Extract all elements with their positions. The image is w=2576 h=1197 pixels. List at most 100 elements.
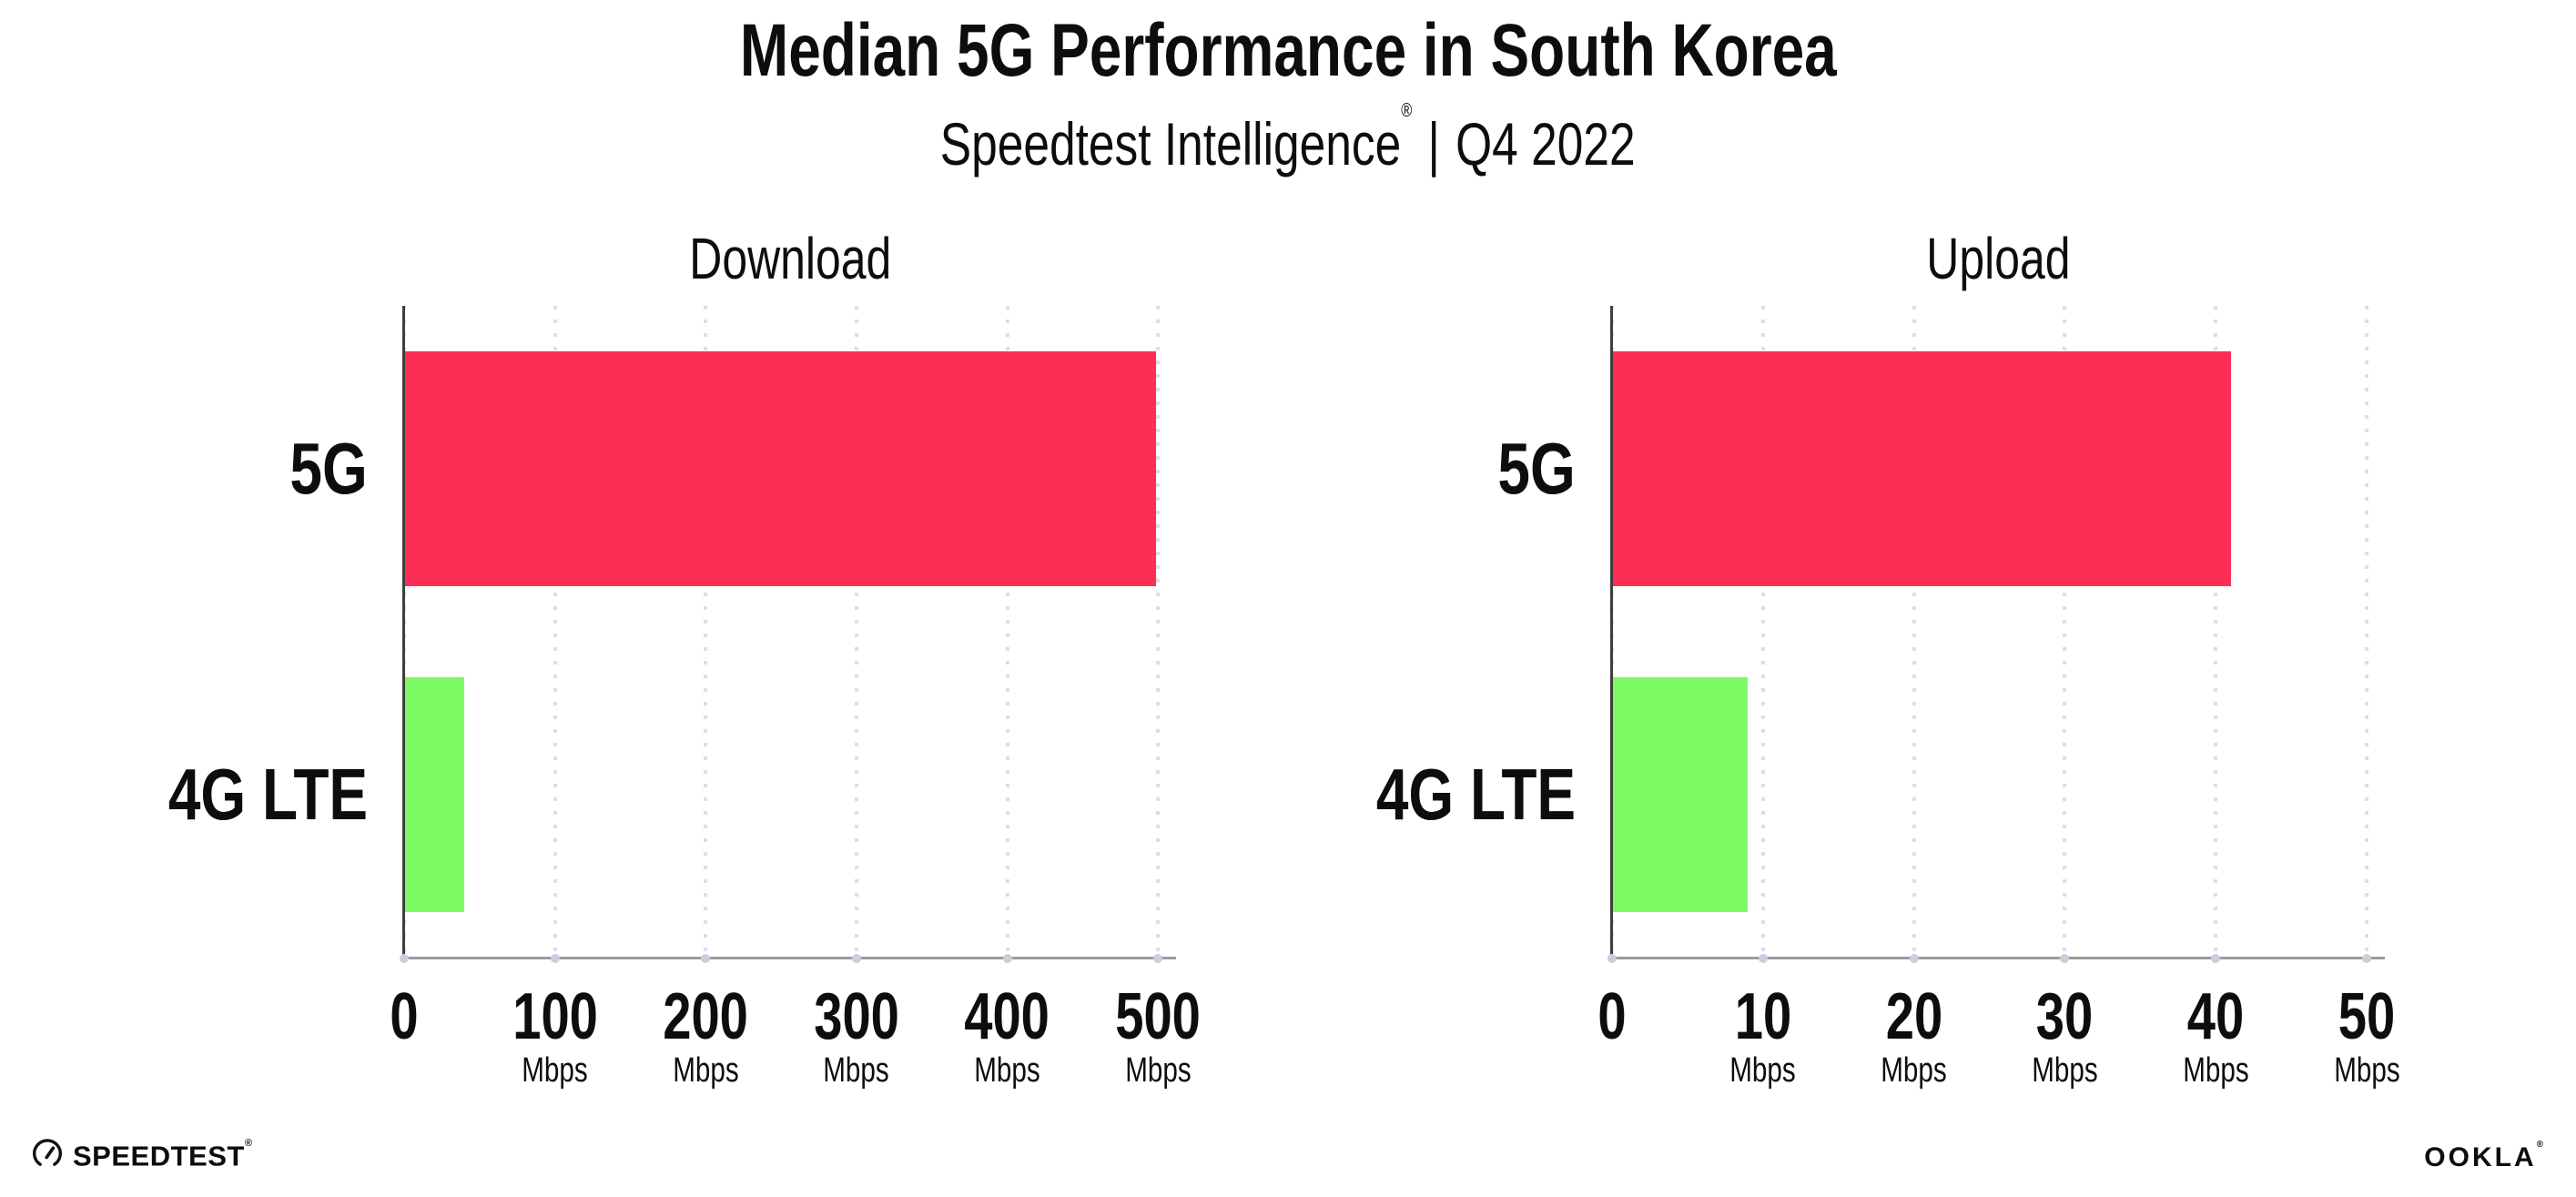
x-tick-mark-500: [1153, 954, 1163, 963]
tick-unit-label: Mbps: [1058, 1051, 1258, 1090]
tick-number-text: 20: [1885, 980, 1942, 1053]
tick-number: 400: [908, 980, 1108, 1053]
panel-title-upload: Upload: [1612, 217, 2385, 300]
x-tick-mark-40: [2211, 954, 2221, 963]
tick-unit-text: Mbps: [2032, 1051, 2098, 1090]
x-tick-label-20-mbps: 20 Mbps: [1814, 980, 2014, 1090]
tick-number-text: 500: [1115, 980, 1201, 1053]
y-axis-upload: [1610, 306, 1613, 959]
ookla-logo: OOKLA®: [2424, 1140, 2543, 1172]
category-label-text: 5G: [1497, 428, 1576, 509]
tick-unit-label: Mbps: [2115, 1051, 2316, 1090]
tick-unit-text: Mbps: [1881, 1051, 1947, 1090]
x-tick-label-0-mbps: 0: [304, 980, 504, 1053]
x-axis-upload: [1610, 957, 2385, 959]
tick-number: 40: [2115, 980, 2316, 1053]
x-tick-label-200-mbps: 200 Mbps: [605, 980, 806, 1090]
x-tick-label-400-mbps: 400 Mbps: [908, 980, 1108, 1090]
plot-area-upload: [1610, 306, 2385, 958]
x-tick-label-50-mbps: 50 Mbps: [2267, 980, 2467, 1090]
registered-trademark-mark: ®: [1401, 100, 1413, 121]
tick-unit-text: Mbps: [823, 1051, 890, 1090]
bar-4g-lte-upload: [1612, 677, 1749, 912]
tick-number-text: 0: [1597, 980, 1627, 1053]
x-axis-download: [402, 957, 1176, 959]
tick-unit-label: Mbps: [1814, 1051, 2014, 1090]
y-axis-download: [402, 306, 405, 959]
gridline-500-mbps: [1156, 306, 1161, 958]
chart-subtitle: Speedtest Intelligence® | Q4 2022: [0, 95, 2576, 182]
tick-unit-label: Mbps: [1964, 1051, 2165, 1090]
x-tick-mark-0: [1607, 954, 1617, 963]
bar-5g-upload: [1612, 351, 2231, 586]
tick-unit-text: Mbps: [2333, 1051, 2400, 1090]
category-label-text: 4G LTE: [1375, 754, 1576, 835]
gridline-100-mbps: [553, 306, 557, 958]
x-tick-mark-20: [1909, 954, 1919, 963]
x-tick-label-30-mbps: 30 Mbps: [1964, 980, 2165, 1090]
tick-number-text: 400: [964, 980, 1050, 1053]
tick-unit-text: Mbps: [1729, 1051, 1797, 1090]
panel-title-download-text: Download: [688, 226, 892, 291]
chart-subtitle-text: Speedtest Intelligence® | Q4 2022: [940, 95, 1636, 188]
tick-number: 30: [1964, 980, 2165, 1053]
tick-unit-label: Mbps: [2267, 1051, 2467, 1090]
panel-title-upload-text: Upload: [1926, 226, 2071, 291]
category-label-text: 4G LTE: [167, 754, 368, 835]
tick-number: 0: [304, 980, 504, 1053]
ookla-wordmark: OOKLA: [2424, 1142, 2537, 1172]
x-tick-mark-200: [701, 954, 711, 963]
tick-unit-text: Mbps: [522, 1051, 588, 1090]
speedtest-wordmark: SPEEDTEST: [73, 1140, 245, 1172]
x-tick-label-500-mbps: 500 Mbps: [1058, 980, 1258, 1090]
x-tick-mark-0: [400, 954, 409, 963]
speedtest-logo-text: SPEEDTEST®: [73, 1136, 252, 1172]
speedtest-registered-mark: ®: [244, 1137, 252, 1149]
tick-number: 300: [756, 980, 957, 1053]
tick-unit-label: Mbps: [1663, 1051, 1863, 1090]
page-title: Median 5G Performance in South Korea: [0, 9, 2576, 93]
tick-unit-text: Mbps: [673, 1051, 739, 1090]
tick-number: 20: [1814, 980, 2014, 1053]
tick-number-text: 0: [390, 980, 419, 1053]
speedtest-gauge-icon: [33, 1139, 62, 1166]
gridline-20-mbps: [1912, 306, 1916, 958]
panel-title-download: Download: [404, 217, 1176, 300]
tick-number-text: 40: [2187, 980, 2245, 1053]
tick-unit-text: Mbps: [974, 1051, 1040, 1090]
subtitle-divider: |: [1427, 110, 1441, 178]
tick-number-text: 200: [663, 980, 749, 1053]
category-label-4g-lte: 4G LTE: [1193, 747, 1576, 842]
tick-number: 100: [455, 980, 655, 1053]
tick-number-text: 10: [1734, 980, 1792, 1053]
tick-number-text: 100: [512, 980, 598, 1053]
ookla-registered-mark: ®: [2536, 1140, 2543, 1150]
tick-number-text: 300: [814, 980, 899, 1053]
tick-number: 200: [605, 980, 806, 1053]
tick-unit-text: Mbps: [2183, 1051, 2249, 1090]
bar-4g-lte-download: [404, 677, 465, 912]
tick-unit-label: Mbps: [756, 1051, 957, 1090]
tick-number: 10: [1663, 980, 1863, 1053]
tick-unit-label: Mbps: [455, 1051, 655, 1090]
x-tick-mark-400: [1002, 954, 1012, 963]
plot-area-download: [402, 306, 1176, 958]
gridline-400-mbps: [1005, 306, 1009, 958]
tick-number: 500: [1058, 980, 1258, 1053]
x-tick-mark-100: [550, 954, 560, 963]
x-tick-label-40-mbps: 40 Mbps: [2115, 980, 2316, 1090]
subtitle-brand: Speedtest Intelligence: [940, 110, 1402, 178]
gridline-200-mbps: [704, 306, 708, 958]
gridline-10-mbps: [1760, 306, 1765, 958]
tick-number: 50: [2267, 980, 2467, 1053]
x-tick-label-0-mbps: 0: [1512, 980, 1712, 1053]
subtitle-period: Q4 2022: [1455, 110, 1636, 178]
tick-unit-label: Mbps: [908, 1051, 1108, 1090]
x-tick-label-10-mbps: 10 Mbps: [1663, 980, 1863, 1090]
tick-unit-text: Mbps: [1124, 1051, 1192, 1090]
x-tick-mark-300: [851, 954, 861, 963]
category-label-5g: 5G: [1193, 421, 1576, 516]
x-tick-label-300-mbps: 300 Mbps: [756, 980, 957, 1090]
gridline-50-mbps: [2365, 306, 2369, 958]
